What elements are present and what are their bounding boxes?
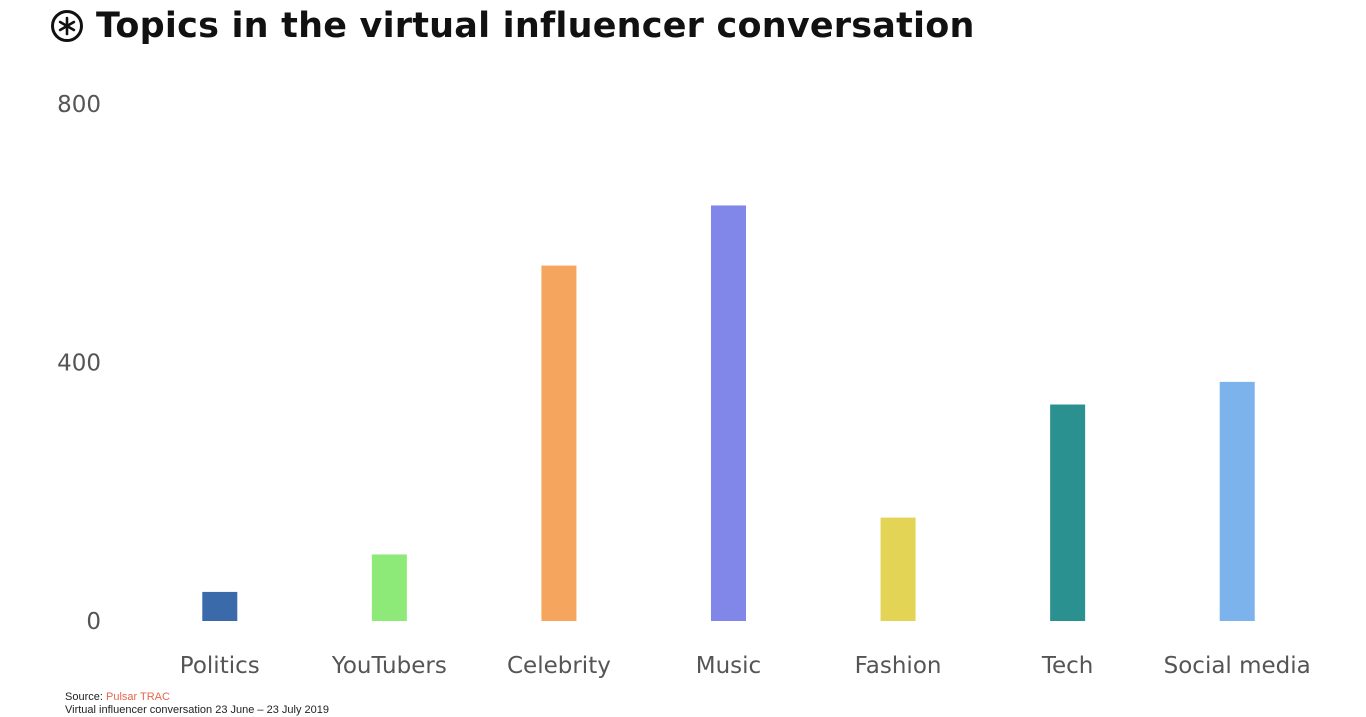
x-tick-label: Politics [180,653,260,679]
title-row: Topics in the virtual influencer convers… [50,2,975,50]
x-axis: Politics YouTubers Celebrity Music Fashion Te… [180,653,1311,679]
y-tick-label: 800 [57,92,101,118]
y-tick-label: 400 [57,351,101,377]
source-label: Source: [65,691,103,703]
x-tick-label: Social media [1164,653,1311,679]
x-tick-label: Fashion [855,653,942,679]
pulsar-asterisk-icon [51,10,83,42]
bar-youtubers [371,554,407,621]
date-range-note: Virtual influencer conversation 23 June … [65,704,329,716]
bar-celebrity [541,265,577,621]
chart-footer: Source: Pulsar TRAC Virtual influencer c… [65,691,329,717]
bar-politics [202,591,238,621]
x-tick-label: Tech [1041,653,1094,679]
bar-social-media [1219,381,1255,621]
y-axis: 0 400 800 [57,92,101,635]
x-tick-label: Celebrity [507,653,611,679]
bars-group [202,205,1255,621]
source-name: Pulsar TRAC [105,691,170,703]
chart-title: Topics in the virtual influencer convers… [96,6,975,46]
bar-tech [1050,404,1086,621]
y-tick-label: 0 [86,609,101,635]
x-tick-label: Music [696,653,761,679]
x-tick-label: YouTubers [331,653,447,679]
source-line: Source: Pulsar TRAC [65,691,329,704]
bar-fashion [880,517,916,621]
bar-music [711,205,746,621]
